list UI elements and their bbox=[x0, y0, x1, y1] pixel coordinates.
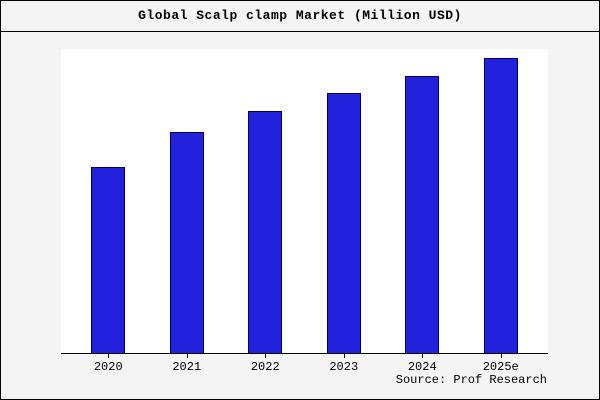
bars bbox=[61, 49, 548, 353]
bar-cell-2024 bbox=[383, 49, 462, 353]
bar-cell-2020 bbox=[69, 49, 148, 353]
x-tick-label-2020: 2020 bbox=[69, 354, 148, 374]
bar-2021 bbox=[169, 131, 204, 353]
bar-cell-2022 bbox=[226, 49, 305, 353]
chart-title: Global Scalp clamp Market (Million USD) bbox=[138, 8, 462, 23]
title-separator bbox=[1, 31, 599, 32]
x-tick-label-2025e: 2025e bbox=[462, 354, 541, 374]
bar-2023 bbox=[326, 93, 361, 353]
bar-2024 bbox=[405, 75, 440, 353]
bar-2022 bbox=[248, 110, 283, 353]
x-tick-label-2023: 2023 bbox=[305, 354, 384, 374]
x-tick-label-2024: 2024 bbox=[383, 354, 462, 374]
x-tick-label-2022: 2022 bbox=[226, 354, 305, 374]
plot-area bbox=[61, 49, 548, 354]
bar-2020 bbox=[91, 167, 126, 353]
source-text: Source: Prof Research bbox=[395, 373, 547, 387]
bar-cell-2023 bbox=[305, 49, 384, 353]
bar-cell-2025e bbox=[462, 49, 541, 353]
bar-cell-2021 bbox=[148, 49, 227, 353]
x-axis-labels: 2020 2021 2022 2023 2024 2025e bbox=[61, 354, 548, 374]
x-tick-label-2021: 2021 bbox=[148, 354, 227, 374]
bar-2025e bbox=[483, 57, 518, 353]
